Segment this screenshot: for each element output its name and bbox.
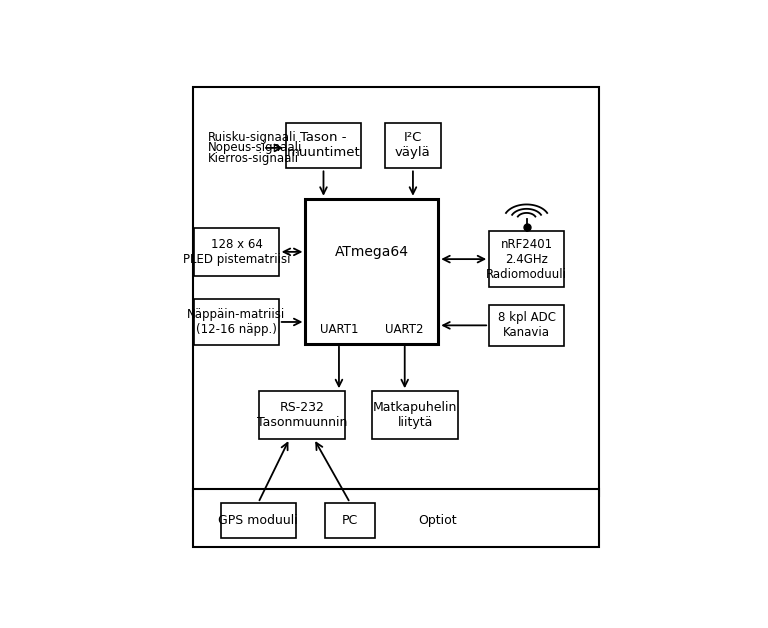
- FancyBboxPatch shape: [259, 391, 345, 438]
- Text: Ruisku-signaali: Ruisku-signaali: [207, 131, 296, 144]
- FancyBboxPatch shape: [194, 228, 279, 276]
- FancyBboxPatch shape: [325, 503, 376, 538]
- FancyBboxPatch shape: [372, 391, 458, 438]
- Text: nRF2401
2.4GHz
Radiomoduuli: nRF2401 2.4GHz Radiomoduuli: [486, 237, 567, 281]
- Text: UART1: UART1: [319, 323, 358, 336]
- FancyBboxPatch shape: [286, 122, 361, 168]
- Text: RS-232
Tasonmuunnin: RS-232 Tasonmuunnin: [257, 401, 347, 429]
- Text: UART2: UART2: [386, 323, 424, 336]
- FancyBboxPatch shape: [194, 299, 279, 345]
- FancyBboxPatch shape: [220, 503, 296, 538]
- Text: Matkapuhelin
liitytä: Matkapuhelin liitytä: [373, 401, 458, 429]
- Text: I²C
väylä: I²C väylä: [395, 131, 431, 160]
- Text: Kierros-signaali: Kierros-signaali: [207, 152, 299, 165]
- Text: Tason -
muuntimet: Tason - muuntimet: [286, 131, 360, 160]
- Text: 8 kpl ADC
Kanavia: 8 kpl ADC Kanavia: [498, 311, 555, 339]
- Text: 128 x 64
PLED pistematriisi: 128 x 64 PLED pistematriisi: [183, 238, 290, 266]
- Text: Optiot: Optiot: [418, 514, 456, 527]
- FancyBboxPatch shape: [193, 489, 599, 547]
- Text: PC: PC: [342, 514, 358, 527]
- Text: ATmega64: ATmega64: [335, 245, 409, 259]
- FancyBboxPatch shape: [489, 305, 564, 346]
- Text: Näppäin-matriisi
(12-16 näpp.): Näppäin-matriisi (12-16 näpp.): [187, 308, 286, 336]
- FancyBboxPatch shape: [193, 87, 599, 496]
- FancyBboxPatch shape: [385, 122, 441, 168]
- FancyBboxPatch shape: [306, 198, 439, 344]
- Text: GPS moduuli: GPS moduuli: [218, 514, 298, 527]
- Text: Nopeus-signaali: Nopeus-signaali: [207, 141, 302, 154]
- FancyBboxPatch shape: [489, 231, 564, 287]
